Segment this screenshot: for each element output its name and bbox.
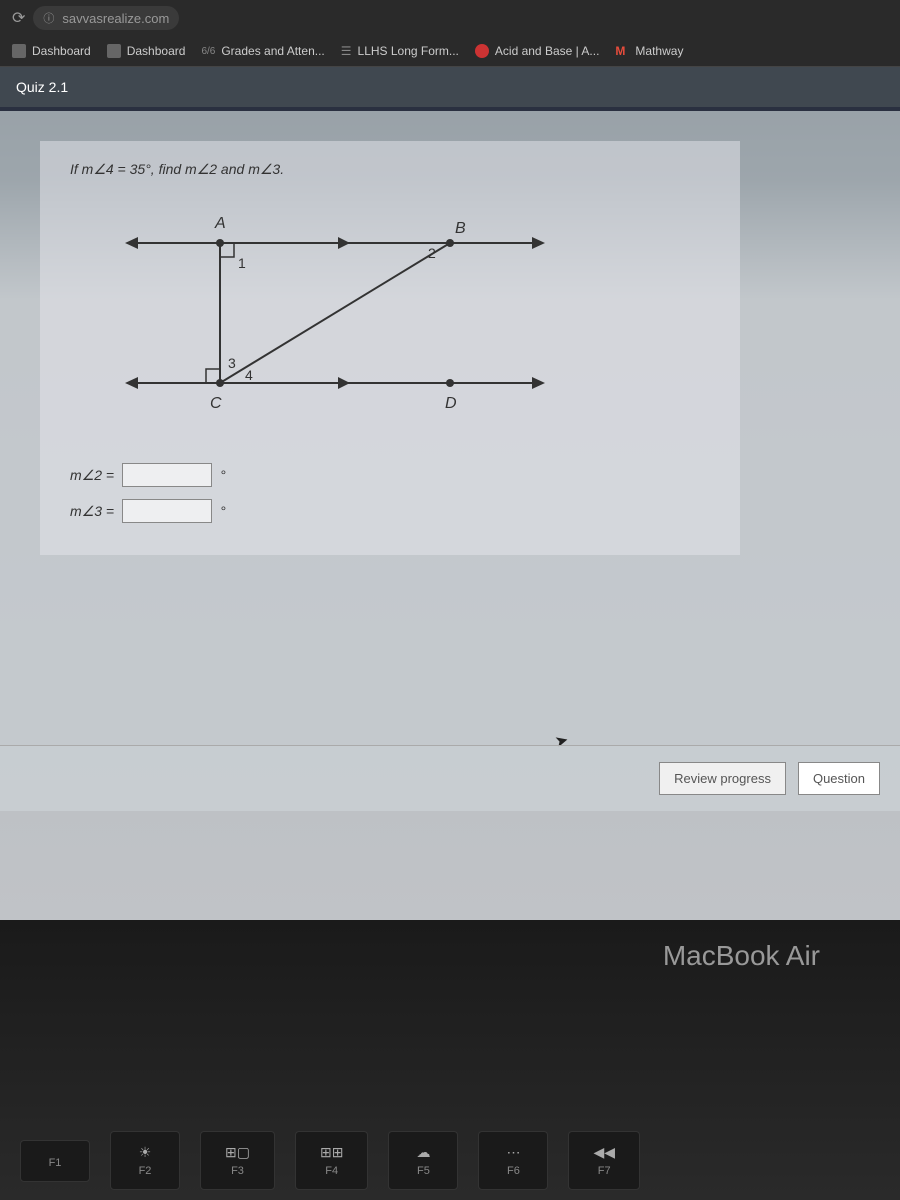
point-d <box>446 379 454 387</box>
answer-label-2: m∠3 = <box>70 503 114 520</box>
arrow-right-top <box>532 237 545 249</box>
bookmark-grades[interactable]: 6/6 Grades and Atten... <box>201 44 324 58</box>
angle-2-input[interactable] <box>122 463 212 487</box>
point-c <box>216 379 224 387</box>
key-f2: ☀ F2 <box>110 1131 180 1190</box>
key-label: F3 <box>231 1165 244 1177</box>
degree-symbol: ° <box>220 467 226 483</box>
brightness-icon: ☀ <box>139 1144 152 1161</box>
browser-address-bar: ⟳ ⓘ savvasrealize.com <box>0 0 900 36</box>
answer-row-1: m∠2 = ° <box>70 463 710 487</box>
label-d: D <box>445 395 457 412</box>
keyboard-row: F1 ☀ F2 ⊞▢ F3 ⊞⊞ F4 ☁ F5 ⋯ F6 ◀◀ F7 <box>20 1131 640 1190</box>
key-label: F5 <box>417 1165 430 1177</box>
page-header: Quiz 2.1 <box>0 67 900 111</box>
bookmark-llhs[interactable]: ☰ LLHS Long Form... <box>341 44 459 58</box>
key-label: F7 <box>598 1165 611 1177</box>
bookmark-label: Dashboard <box>127 44 186 58</box>
arrow-mid-top <box>338 237 350 249</box>
label-c: C <box>210 395 222 412</box>
bookmarks-bar: Dashboard Dashboard 6/6 Grades and Atten… <box>0 36 900 67</box>
bookmark-label: Acid and Base | A... <box>495 44 600 58</box>
bookmark-dashboard-2[interactable]: Dashboard <box>107 44 186 58</box>
keyboard-bright-icon: ⋯ <box>506 1144 520 1161</box>
transversal-line <box>220 243 450 383</box>
point-b <box>446 239 454 247</box>
site-info-icon: ⓘ <box>43 10 54 26</box>
label-b: B <box>455 220 466 237</box>
bookmark-label: Grades and Atten... <box>221 44 324 58</box>
bookmark-mathway[interactable]: M Mathway <box>615 44 683 58</box>
angle-3-input[interactable] <box>122 499 212 523</box>
refresh-icon[interactable]: ⟳ <box>12 8 25 28</box>
laptop-body: MacBook Air F1 ☀ F2 ⊞▢ F3 ⊞⊞ F4 ☁ F5 ⋯ F… <box>0 920 900 1200</box>
bookmark-prefix: 6/6 <box>201 46 215 57</box>
youtube-icon <box>475 44 489 58</box>
question-prompt: If m∠4 = 35°, find m∠2 and m∠3. <box>70 161 710 178</box>
key-f1: F1 <box>20 1140 90 1182</box>
launchpad-icon: ⊞⊞ <box>320 1144 343 1161</box>
label-a: A <box>214 215 226 232</box>
angle-4: 4 <box>245 367 253 383</box>
key-f6: ⋯ F6 <box>478 1131 548 1190</box>
arrow-left-bottom <box>125 377 138 389</box>
angle-1: 1 <box>238 255 246 271</box>
arrow-right-bottom <box>532 377 545 389</box>
quiz-title: Quiz 2.1 <box>16 79 68 95</box>
angle-3: 3 <box>228 355 236 371</box>
key-label: F2 <box>139 1165 152 1177</box>
url-bar[interactable]: ⓘ savvasrealize.com <box>33 6 179 30</box>
arrow-left-top <box>125 237 138 249</box>
mathway-icon: M <box>615 44 629 58</box>
list-icon: ☰ <box>341 44 352 58</box>
diagram-svg: A B C D 1 2 3 4 <box>110 193 590 433</box>
content-area: If m∠4 = 35°, find m∠2 and m∠3. <box>0 111 900 811</box>
key-f3: ⊞▢ F3 <box>200 1131 275 1190</box>
key-label: F1 <box>49 1157 62 1169</box>
bookmark-acid-base[interactable]: Acid and Base | A... <box>475 44 600 58</box>
folder-icon <box>12 44 26 58</box>
bookmark-label: LLHS Long Form... <box>358 44 459 58</box>
keyboard-light-icon: ☁ <box>416 1144 430 1161</box>
mission-control-icon: ⊞▢ <box>225 1144 250 1161</box>
point-a <box>216 239 224 247</box>
degree-symbol: ° <box>220 503 226 519</box>
angle-2: 2 <box>428 245 436 261</box>
arrow-mid-bottom <box>338 377 350 389</box>
bookmark-dashboard-1[interactable]: Dashboard <box>12 44 91 58</box>
key-label: F6 <box>507 1165 520 1177</box>
rewind-icon: ◀◀ <box>593 1144 615 1161</box>
geometry-diagram: A B C D 1 2 3 4 <box>110 193 590 433</box>
question-container: If m∠4 = 35°, find m∠2 and m∠3. <box>40 141 740 555</box>
bookmark-label: Dashboard <box>32 44 91 58</box>
url-text: savvasrealize.com <box>62 11 169 26</box>
key-label: F4 <box>325 1165 338 1177</box>
key-f4: ⊞⊞ F4 <box>295 1131 368 1190</box>
folder-icon <box>107 44 121 58</box>
footer-bar: Review progress Question <box>0 745 900 811</box>
key-f5: ☁ F5 <box>388 1131 458 1190</box>
key-f7: ◀◀ F7 <box>568 1131 640 1190</box>
macbook-label: MacBook Air <box>663 940 820 972</box>
review-progress-button[interactable]: Review progress <box>659 762 786 795</box>
question-nav-button[interactable]: Question <box>798 762 880 795</box>
bookmark-label: Mathway <box>635 44 683 58</box>
answer-label-1: m∠2 = <box>70 467 114 484</box>
answer-row-2: m∠3 = ° <box>70 499 710 523</box>
